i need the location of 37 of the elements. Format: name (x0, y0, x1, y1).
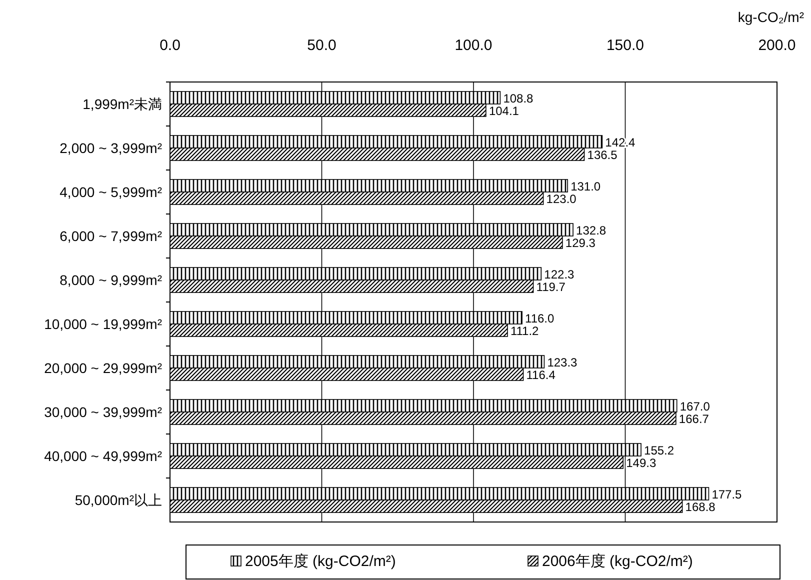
data-label: 155.2 (644, 443, 674, 458)
x-axis-title: kg-CO₂/m² (738, 9, 804, 25)
y-tick-label: 8,000 ~ 9,999m² (60, 272, 162, 288)
x-tick-label: 150.0 (606, 37, 644, 54)
data-label: 166.7 (678, 412, 710, 426)
data-label: 104.1 (488, 104, 520, 118)
x-tick-label: 50.0 (307, 37, 336, 54)
legend-label: 2006年度 (kg-CO2/m²) (542, 553, 693, 570)
data-label: 168.8 (685, 500, 716, 514)
data-label: 116.0 (525, 311, 555, 326)
data-label: 122.3 (544, 267, 575, 282)
data-label: 123.3 (547, 355, 578, 370)
data-label: 149.3 (626, 456, 656, 470)
data-label: 116.4 (526, 368, 556, 382)
data-label: 167.0 (680, 399, 710, 414)
x-tick-label: 100.0 (454, 37, 492, 54)
data-label: 131.0 (570, 179, 601, 194)
data-label: 108.8 (503, 91, 534, 106)
data-label: 132.8 (576, 223, 606, 238)
y-tick-label: 10,000 ~ 19,999m² (44, 316, 162, 332)
legend-label: 2005年度 (kg-CO2/m²) (245, 553, 396, 570)
y-tick-label: 2,000 ~ 3,999m² (60, 140, 162, 156)
y-tick-label: 50,000m²以上 (74, 492, 162, 508)
data-label: 111.2 (510, 324, 540, 338)
data-label: 136.5 (587, 148, 618, 162)
data-label: 177.5 (712, 487, 742, 502)
y-tick-label: 4,000 ~ 5,999m² (60, 184, 162, 200)
y-tick-label: 20,000 ~ 29,999m² (44, 360, 162, 376)
data-label: 123.0 (546, 192, 577, 206)
y-tick-label: 40,000 ~ 49,999m² (44, 448, 162, 464)
x-tick-label: 200.0 (758, 37, 796, 54)
y-tick-label: 30,000 ~ 39,999m² (44, 404, 162, 420)
y-tick-label: 6,000 ~ 7,999m² (60, 228, 162, 244)
x-tick-label: 0.0 (160, 37, 180, 54)
y-tick-label: 1,999m²未満 (82, 96, 162, 112)
data-label: 119.7 (536, 280, 566, 294)
data-label: 129.3 (565, 236, 596, 250)
